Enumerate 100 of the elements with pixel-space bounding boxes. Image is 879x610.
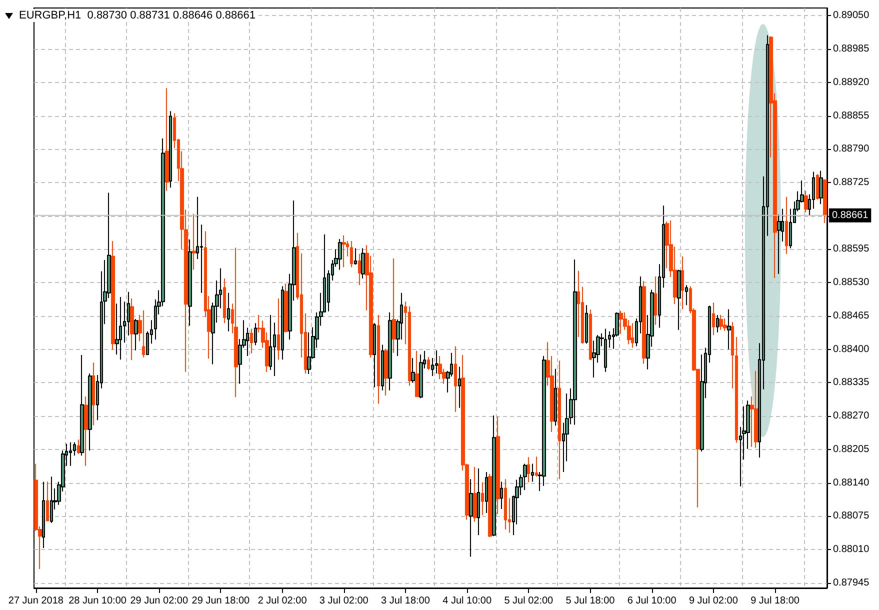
- candlestick: [654, 276, 657, 326]
- candlestick: [46, 481, 49, 522]
- candlestick: [473, 466, 477, 522]
- candlestick: [50, 476, 53, 524]
- x-tick-label: 5 Jul 02:00: [504, 596, 554, 606]
- y-tick-label: 0.88335: [833, 377, 870, 388]
- candlestick: [69, 442, 72, 466]
- candlestick: [496, 416, 500, 515]
- candlestick: [250, 328, 253, 354]
- y-tick-label: 0.88530: [833, 277, 870, 288]
- candlestick: [681, 256, 684, 310]
- candlestick: [281, 286, 284, 360]
- candlestick: [723, 318, 727, 332]
- y-tick-label: 0.88790: [833, 144, 870, 155]
- x-tick-label: 4 Jul 10:00: [442, 596, 492, 606]
- candlestick: [819, 170, 823, 205]
- candlestick: [531, 463, 534, 482]
- y-tick-label: 0.88205: [833, 444, 870, 455]
- candlestick: [535, 456, 538, 478]
- candlestick: [727, 308, 731, 350]
- x-tick-label: 29 Jun 02:00: [130, 596, 188, 606]
- candlestick: [719, 314, 723, 330]
- candlestick: [735, 336, 738, 444]
- candlestick: [381, 344, 384, 391]
- candlestick: [354, 248, 357, 266]
- x-tick-label: 3 Jul 02:00: [319, 596, 369, 606]
- candlestick: [192, 213, 196, 270]
- candlestick: [307, 332, 311, 374]
- candlestick: [411, 358, 415, 384]
- x-tick-label: 29 Jun 18:00: [192, 596, 250, 606]
- x-tick-label: 9 Jul 02:00: [688, 596, 738, 606]
- y-tick-label: 0.88465: [833, 310, 870, 322]
- candlestick: [573, 259, 577, 426]
- candlestick: [716, 314, 719, 333]
- candlestick: [350, 240, 353, 268]
- x-tick-label: 3 Jul 18:00: [381, 596, 430, 606]
- candlestick: [223, 278, 226, 324]
- candlestick: [384, 348, 388, 396]
- candlestick: [392, 258, 396, 354]
- candlestick: [642, 280, 646, 364]
- y-tick-label: 0.89050: [833, 10, 870, 22]
- candlestick: [492, 415, 496, 537]
- candlestick: [585, 304, 588, 344]
- candlestick: [377, 314, 380, 404]
- y-tick-label: 0.88985: [833, 44, 870, 55]
- candlestick: [88, 372, 92, 451]
- ref-line-label: 0.88661: [832, 210, 869, 221]
- candlestick: [454, 346, 457, 412]
- candlestick: [338, 238, 342, 270]
- candlestick: [785, 196, 788, 254]
- candlestick: [589, 309, 592, 361]
- candlestick: [373, 322, 376, 388]
- candlestick: [408, 306, 411, 386]
- candlestick: [804, 190, 808, 213]
- candlestick: [169, 110, 172, 188]
- candlestick: [361, 248, 365, 279]
- candlestick: [284, 283, 288, 333]
- candlestick: [234, 247, 238, 398]
- chart-title: EURGBP,H1 0.88730 0.88731 0.88646 0.88661: [19, 10, 256, 22]
- x-tick-label: 9 Jul 18:00: [750, 596, 800, 606]
- y-tick-label: 0.88010: [833, 544, 870, 556]
- candlestick: [342, 234, 346, 268]
- y-tick-label: 0.88725: [833, 177, 870, 188]
- y-tick-label: 0.88075: [833, 510, 870, 522]
- candlestick: [731, 322, 734, 389]
- candlestick: [227, 292, 230, 332]
- candlestick: [415, 350, 419, 398]
- candlestick: [488, 474, 492, 538]
- candlestick: [435, 350, 438, 374]
- candlestick: [604, 328, 607, 372]
- candlestick: [165, 88, 169, 192]
- candlestick: [111, 240, 115, 350]
- y-tick-label: 0.88140: [833, 477, 870, 488]
- candlestick: [631, 322, 634, 348]
- y-tick-label: 0.87945: [833, 577, 870, 588]
- candlestick: [77, 439, 80, 455]
- candlestick: [119, 296, 122, 360]
- x-tick-label: 6 Jul 10:00: [627, 596, 677, 606]
- candlestick: [254, 322, 257, 346]
- y-tick-label: 0.88920: [833, 76, 870, 88]
- x-tick-label: 2 Jul 02:00: [258, 596, 308, 606]
- candlestick: [458, 366, 461, 408]
- candlestick: [419, 354, 423, 399]
- y-tick-label: 0.88400: [833, 344, 870, 355]
- candlestick: [554, 368, 557, 426]
- candlestick: [823, 178, 827, 224]
- candlestick: [92, 362, 95, 426]
- x-tick-label: 27 Jun 2018: [8, 596, 64, 606]
- candlestick: [42, 481, 45, 548]
- candlestick: [134, 318, 138, 351]
- candlestick: [816, 174, 819, 200]
- x-tick-label: 5 Jul 18:00: [566, 596, 616, 606]
- candlestick: [712, 302, 715, 336]
- y-tick-label: 0.88855: [833, 110, 870, 122]
- candlestick: [277, 298, 280, 360]
- candlestick: [685, 284, 688, 306]
- candlestick: [504, 478, 507, 530]
- candlestick: [388, 312, 392, 391]
- candlestick: [481, 482, 484, 516]
- candlestick: [485, 472, 488, 514]
